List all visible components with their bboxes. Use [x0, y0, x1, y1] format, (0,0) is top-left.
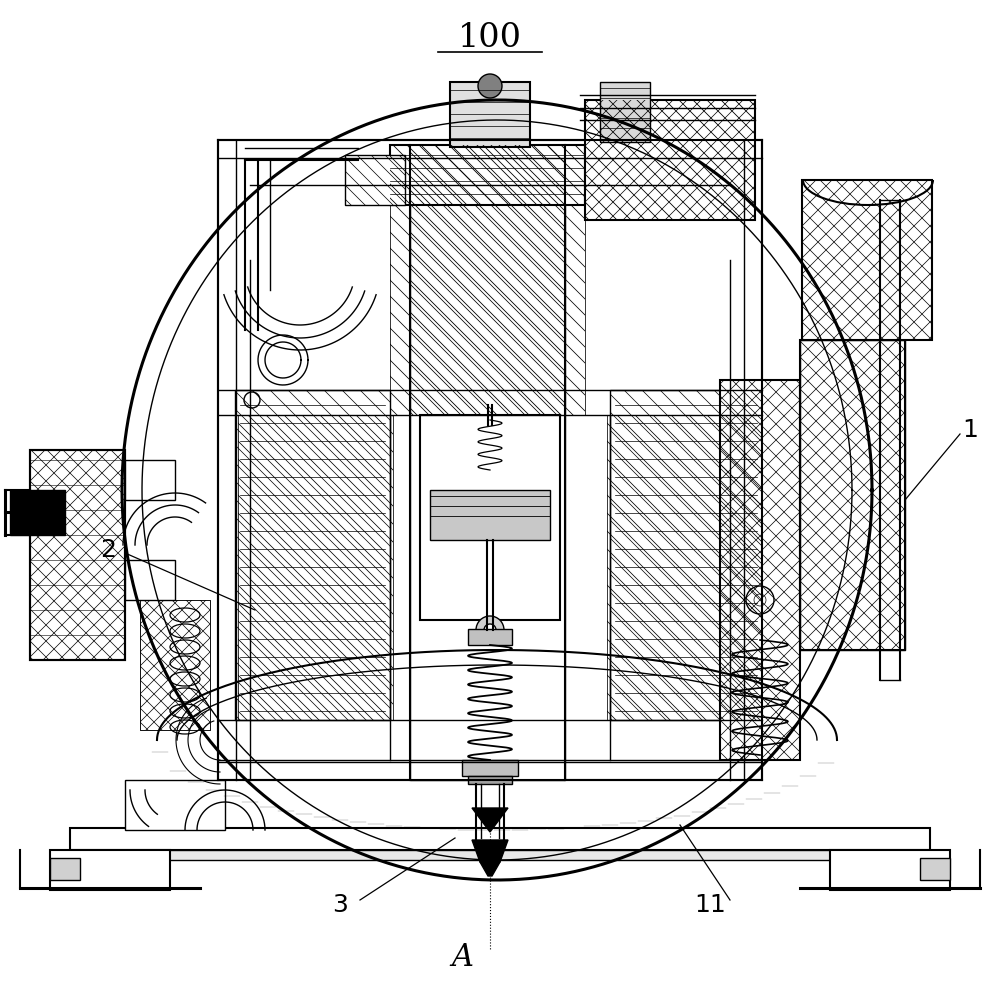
Bar	[450, 82, 530, 147]
Bar	[430, 490, 550, 540]
Bar	[610, 390, 762, 720]
Bar	[830, 850, 950, 890]
Bar	[70, 828, 930, 850]
Bar	[468, 776, 512, 784]
Text: 100: 100	[458, 22, 522, 54]
Bar	[800, 340, 905, 650]
Text: 11: 11	[694, 893, 726, 917]
Bar	[600, 82, 650, 142]
Circle shape	[478, 74, 502, 98]
Polygon shape	[480, 862, 500, 876]
Polygon shape	[472, 808, 508, 832]
Bar	[125, 560, 175, 600]
Bar	[70, 850, 930, 860]
Bar	[920, 858, 950, 880]
Bar	[125, 780, 225, 830]
Text: 3: 3	[332, 893, 348, 917]
Bar	[10, 490, 65, 535]
Bar	[720, 380, 800, 760]
Bar	[462, 760, 518, 776]
Bar	[235, 390, 390, 720]
Circle shape	[484, 624, 496, 636]
Bar	[585, 100, 755, 220]
Text: A: A	[451, 943, 473, 973]
Circle shape	[476, 616, 504, 644]
Bar	[410, 145, 565, 780]
Text: 2: 2	[100, 538, 116, 562]
Bar	[30, 450, 125, 660]
Bar	[802, 180, 932, 340]
Bar	[125, 460, 175, 500]
Bar	[50, 850, 170, 890]
Bar	[218, 140, 762, 780]
Text: 1: 1	[962, 418, 978, 442]
Circle shape	[244, 392, 260, 408]
Bar	[50, 858, 80, 880]
Bar	[420, 415, 560, 620]
Circle shape	[754, 594, 766, 606]
Bar	[468, 629, 512, 645]
Bar	[390, 145, 585, 205]
Polygon shape	[472, 840, 508, 862]
Bar	[800, 340, 905, 650]
Bar	[345, 155, 405, 205]
Bar	[30, 450, 125, 660]
